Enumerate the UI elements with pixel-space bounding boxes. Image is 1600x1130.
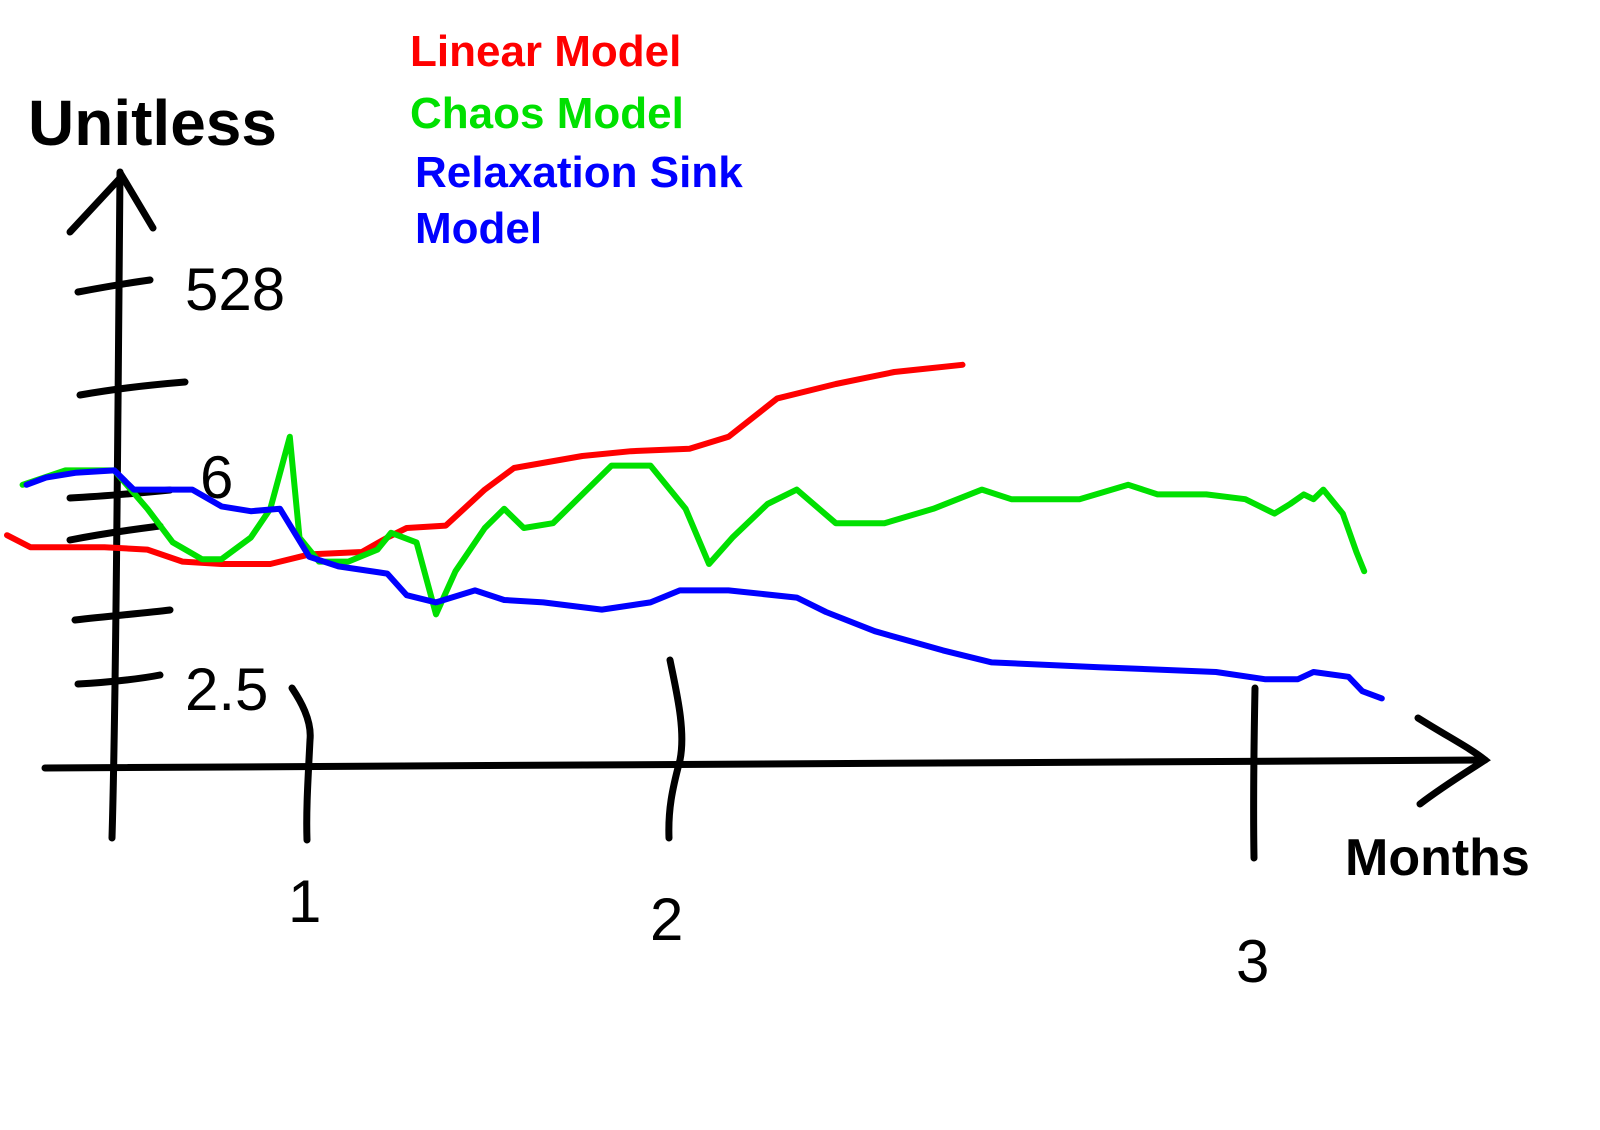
- x-tick-label-1: 1: [288, 868, 321, 935]
- y-tick-mark-2: [76, 378, 189, 399]
- y-axis-line: [108, 168, 124, 842]
- legend-entry-linear-model: Linear Model: [410, 27, 681, 76]
- y-tick-mark-6: [74, 671, 164, 688]
- y-tick-label-528: 528: [185, 256, 285, 323]
- y-tick-label-2-5: 2.5: [185, 656, 268, 723]
- legend-entry-line-2: Model: [415, 204, 542, 253]
- x-tick-mark-3: [1250, 684, 1259, 862]
- x-tick-label-3: 3: [1236, 928, 1269, 995]
- x-axis-line: [41, 756, 1489, 772]
- legend-entry-relaxation-sink-model: Relaxation Sink Model: [415, 148, 743, 253]
- series-layer: [4, 361, 1385, 702]
- legend-entry-chaos-model: Chaos Model: [410, 89, 684, 138]
- series-line-relaxation-sink-model: [23, 467, 1385, 702]
- y-axis-arrowhead: [66, 170, 157, 236]
- series-line-linear-model: [4, 361, 966, 567]
- y-tick-mark-5: [71, 606, 174, 624]
- y-tick-mark-1: [74, 276, 154, 296]
- legend: Linear Model Chaos Model Relaxation Sink…: [410, 27, 743, 253]
- y-axis: [66, 168, 189, 842]
- x-axis-arrowhead: [1414, 714, 1491, 808]
- y-tick-mark-4: [66, 522, 164, 544]
- y-axis-label: Unitless: [28, 87, 277, 159]
- legend-entry-line-1: Relaxation Sink: [415, 148, 743, 197]
- series-line-chaos-model: [19, 433, 1368, 618]
- x-tick-mark-2: [665, 656, 686, 842]
- x-axis-label: Months: [1345, 829, 1530, 887]
- x-tick-mark-1: [288, 684, 314, 844]
- x-axis: [41, 656, 1491, 862]
- x-tick-label-2: 2: [650, 886, 683, 953]
